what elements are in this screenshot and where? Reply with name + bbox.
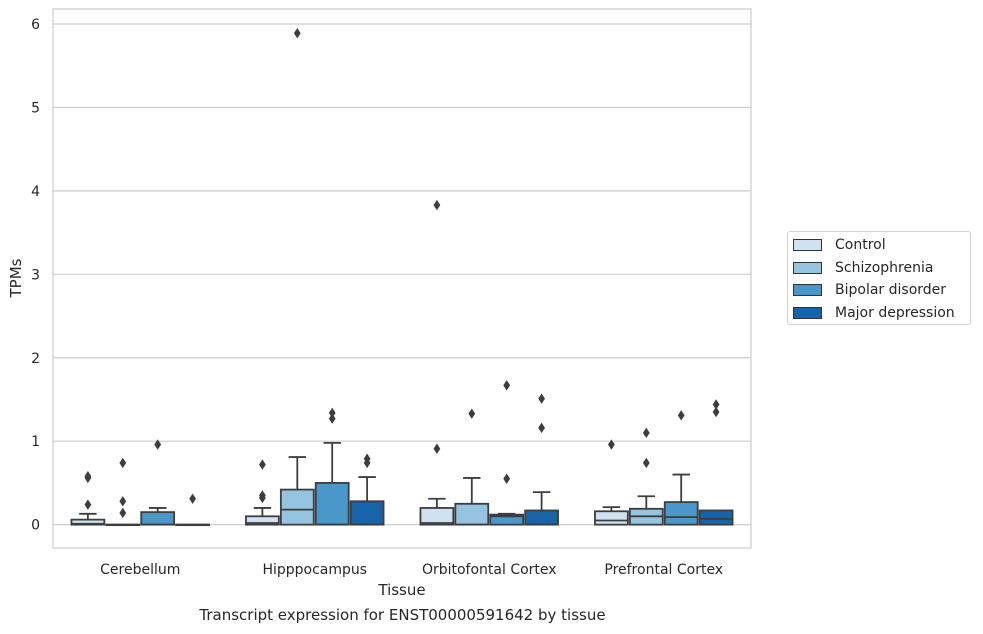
y-axis-title: TPMs [7,258,25,298]
box-body [245,515,280,526]
outlier-point [642,427,650,439]
box-body [524,509,559,526]
box-body [349,500,385,526]
box-1-3 [628,427,664,526]
box-body [419,507,455,526]
legend-item: Schizophrenia [793,259,933,277]
box-1-0 [105,457,141,527]
outlier-point [468,408,476,419]
outlier-point [119,496,127,507]
y-tick-label: 5 [31,100,40,116]
outlier-point [154,439,162,450]
outlier-point [328,413,336,424]
box-0-2 [419,199,455,526]
x-tick-label: Orbitofontal Cortex [422,562,557,578]
box-0-0 [70,471,106,526]
outlier-point [677,410,685,421]
legend-swatch [793,239,822,251]
outlier-point [712,406,720,418]
outlier-point [119,457,127,469]
outlier-point [259,490,266,501]
box-1-1 [279,27,315,526]
box-1-2 [454,408,490,526]
legend-item: Control [793,236,886,254]
outlier-point [259,459,266,470]
y-tick-label: 0 [31,518,40,534]
outlier-point [642,457,650,469]
plot-frame [52,8,752,549]
x-tick-label: Hipppocampus [262,562,367,578]
outlier-point [433,443,441,454]
box-2-3 [663,410,699,526]
legend-item: Major depression [793,304,955,322]
box-2-0 [140,439,176,526]
box-series [70,27,734,527]
y-tick-label: 4 [31,184,40,200]
outlier-point [712,399,720,410]
tick-labels: 0 1 2 3 4 5 6 Cerebellum Hipppocampus Orbitofonta… [31,17,723,578]
legend-label: Schizophrenia [835,259,934,276]
gridlines [53,23,751,526]
outlier-point [189,493,196,504]
box-3-1 [349,453,385,526]
box-0-3 [594,439,629,526]
y-tick-label: 1 [31,434,40,450]
box-body [314,482,350,526]
box-body [279,488,315,526]
y-tick-label: 2 [31,351,40,367]
box-body [663,501,699,526]
legend-label: Major depression [835,304,955,321]
outlier-point [84,499,92,510]
y-tick-label: 3 [31,267,40,283]
box-body [594,510,629,526]
y-tick-label: 6 [31,17,40,33]
box-0-1 [245,459,280,526]
outlier-point [433,199,441,211]
box-3-3 [698,399,734,526]
legend-item: Bipolar disorder [793,281,946,299]
box-2-1 [314,407,350,526]
legend-label: Control [835,237,886,253]
box-3-0 [175,493,210,527]
outlier-point [503,473,511,484]
box-body [454,502,490,526]
chart-title: Transcript expression for ENST0000059164… [199,606,606,624]
x-axis-title: Tissue [377,581,425,599]
legend-label: Bipolar disorder [835,282,947,298]
legend-swatch [793,261,822,274]
outlier-point [119,507,127,519]
outlier-point [538,422,545,434]
outlier-point [503,380,511,391]
outlier-point [538,393,545,404]
box-2-2 [489,380,525,526]
x-tick-label: Cerebellum [100,562,180,578]
box-body [489,513,525,526]
outlier-point [84,471,92,482]
outlier-point [328,407,336,419]
box-body [698,509,734,526]
legend-swatch [793,284,822,296]
legend-swatch [793,306,822,319]
box-body [140,511,176,526]
outlier-point [363,453,371,464]
box-3-2 [524,393,559,526]
x-tick-label: Prefrontal Cortex [604,562,723,578]
outlier-point [293,27,301,39]
legend: Control Schizophrenia Bipolar disorder Majo… [787,231,971,325]
outlier-point [608,439,615,450]
